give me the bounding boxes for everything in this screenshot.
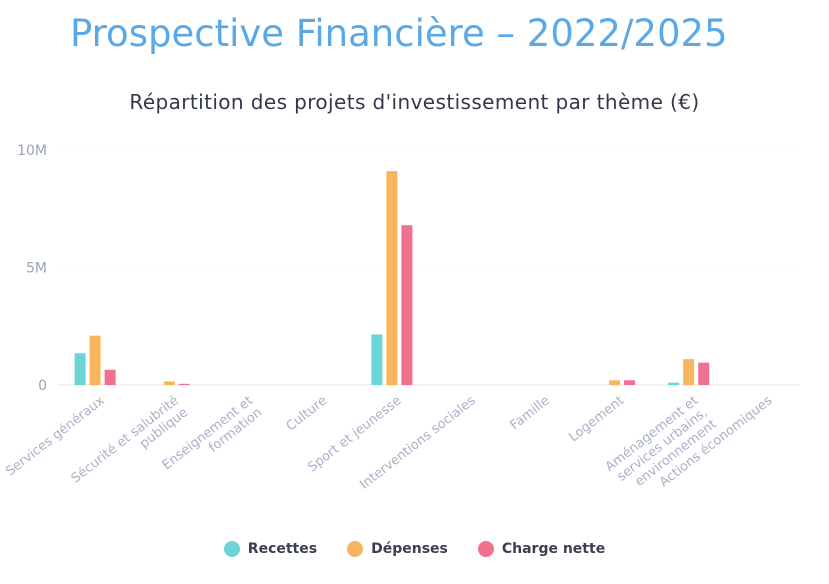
bar-d-penses[interactable]	[386, 171, 398, 385]
bar-charge-nette[interactable]	[104, 369, 116, 385]
bar-recettes[interactable]	[371, 334, 383, 385]
x-tick-label: Logement	[566, 393, 627, 445]
legend-item-charge-nette[interactable]: Charge nette	[477, 541, 606, 557]
y-tick-label: 0	[38, 378, 47, 394]
y-axis-ticks: 0 5M 10M	[17, 143, 47, 394]
legend-item-recettes[interactable]: Recettes	[223, 541, 318, 557]
legend-label-charge-nette: Charge nette	[501, 541, 606, 557]
x-tick-label-line: Logement	[566, 393, 627, 445]
bar-d-penses[interactable]	[609, 380, 620, 385]
bar-charge-nette[interactable]	[698, 362, 710, 385]
legend-item-depenses[interactable]: Dépenses	[347, 541, 448, 557]
y-tick-label: 10M	[17, 143, 47, 159]
x-tick-label: Famille	[507, 393, 552, 433]
legend-dot-recettes	[223, 541, 240, 557]
legend-label-depenses: Dépenses	[371, 541, 448, 557]
y-tick-label: 5M	[26, 261, 47, 277]
legend-label-recettes: Recettes	[247, 541, 318, 557]
bar-charge-nette[interactable]	[178, 383, 190, 385]
x-tick-label: Culture	[284, 393, 331, 434]
x-tick-label-line: Culture	[284, 393, 331, 434]
chart-title: Répartition des projets d'investissement…	[129, 90, 700, 114]
legend-dot-charge-nette	[477, 541, 494, 557]
bar-d-penses[interactable]	[163, 381, 175, 385]
legend-dot-depenses	[347, 541, 364, 557]
bar-recettes[interactable]	[74, 353, 86, 385]
bar-d-penses[interactable]	[89, 335, 101, 385]
bars	[74, 171, 710, 385]
grid-lines	[58, 149, 800, 386]
bar-recettes[interactable]	[668, 382, 680, 385]
legend: Recettes Dépenses Charge nette	[0, 541, 829, 557]
page-title: Prospective Financière – 2022/2025	[70, 12, 728, 55]
bar-charge-nette[interactable]	[624, 380, 635, 385]
x-tick-label-line: Famille	[507, 393, 552, 433]
bar-charge-nette[interactable]	[401, 225, 413, 385]
bar-d-penses[interactable]	[683, 359, 695, 385]
